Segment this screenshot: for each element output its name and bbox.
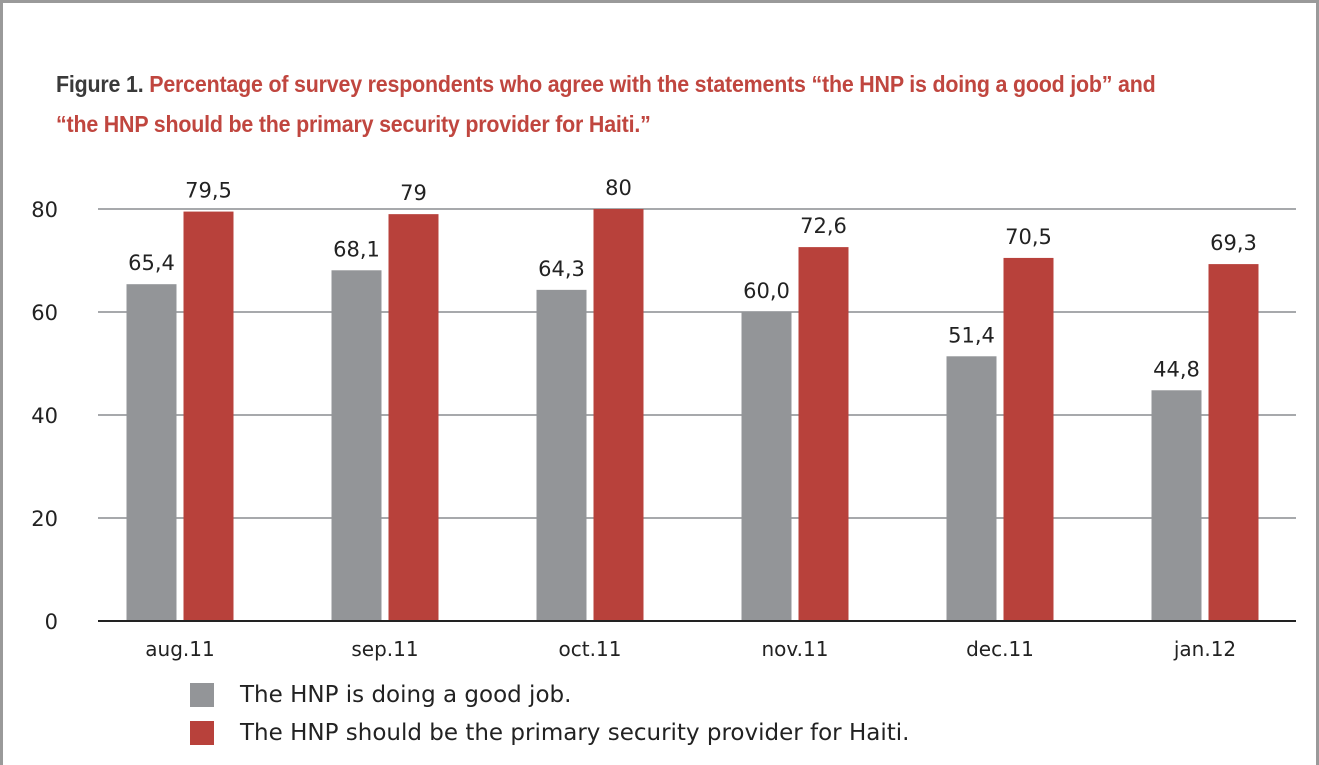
bar-series1 xyxy=(536,289,587,621)
y-tick-label: 20 xyxy=(31,507,58,531)
x-tick-label: oct.11 xyxy=(559,637,622,661)
y-tick-label: 40 xyxy=(31,404,58,428)
data-label-series1: 68,1 xyxy=(333,237,380,261)
bar-series1 xyxy=(331,270,382,621)
data-label-series2: 79 xyxy=(400,181,427,205)
y-tick-label: 80 xyxy=(31,198,58,222)
data-label-series2: 80 xyxy=(605,176,632,200)
bar-series2 xyxy=(183,211,234,621)
data-label-series1: 60,0 xyxy=(743,279,790,303)
chart-legend: The HNP is doing a good job. The HNP sho… xyxy=(190,676,909,752)
legend-label-series2: The HNP should be the primary security p… xyxy=(240,720,910,746)
x-tick-label: aug.11 xyxy=(145,637,214,661)
bar-series2 xyxy=(798,247,849,622)
bar-series1 xyxy=(946,356,997,621)
data-label-series2: 79,5 xyxy=(185,179,232,203)
bar-series2 xyxy=(1003,257,1054,621)
data-label-series1: 64,3 xyxy=(538,257,585,281)
figure-caption-text: Percentage of survey respondents who agr… xyxy=(56,71,1156,137)
data-label-series1: 65,4 xyxy=(128,251,175,275)
bar-series1 xyxy=(126,284,177,621)
x-tick-label: nov.11 xyxy=(761,637,828,661)
bar-series2 xyxy=(388,214,439,621)
legend-item-series1: The HNP is doing a good job. xyxy=(190,676,909,714)
x-tick-label: sep.11 xyxy=(351,637,418,661)
data-label-series1: 51,4 xyxy=(948,323,995,347)
figure-caption: Figure 1. Percentage of survey responden… xyxy=(56,64,1200,144)
y-tick-label: 60 xyxy=(31,301,58,325)
bar-series2 xyxy=(1208,264,1259,621)
x-tick-label: jan.12 xyxy=(1173,637,1236,661)
legend-swatch-series2 xyxy=(190,721,214,745)
x-tick-label: dec.11 xyxy=(966,637,1034,661)
data-label-series2: 69,3 xyxy=(1210,231,1257,255)
legend-item-series2: The HNP should be the primary security p… xyxy=(190,714,909,752)
bar-series2 xyxy=(593,209,644,621)
bar-series1 xyxy=(1151,390,1202,621)
data-label-series2: 70,5 xyxy=(1005,225,1052,249)
data-label-series1: 44,8 xyxy=(1153,357,1200,381)
data-label-series2: 72,6 xyxy=(800,214,847,238)
legend-swatch-series1 xyxy=(190,683,214,707)
bar-series1 xyxy=(741,312,792,621)
y-tick-label: 0 xyxy=(45,610,58,634)
legend-label-series1: The HNP is doing a good job. xyxy=(240,682,572,708)
figure-label: Figure 1. xyxy=(56,71,144,97)
